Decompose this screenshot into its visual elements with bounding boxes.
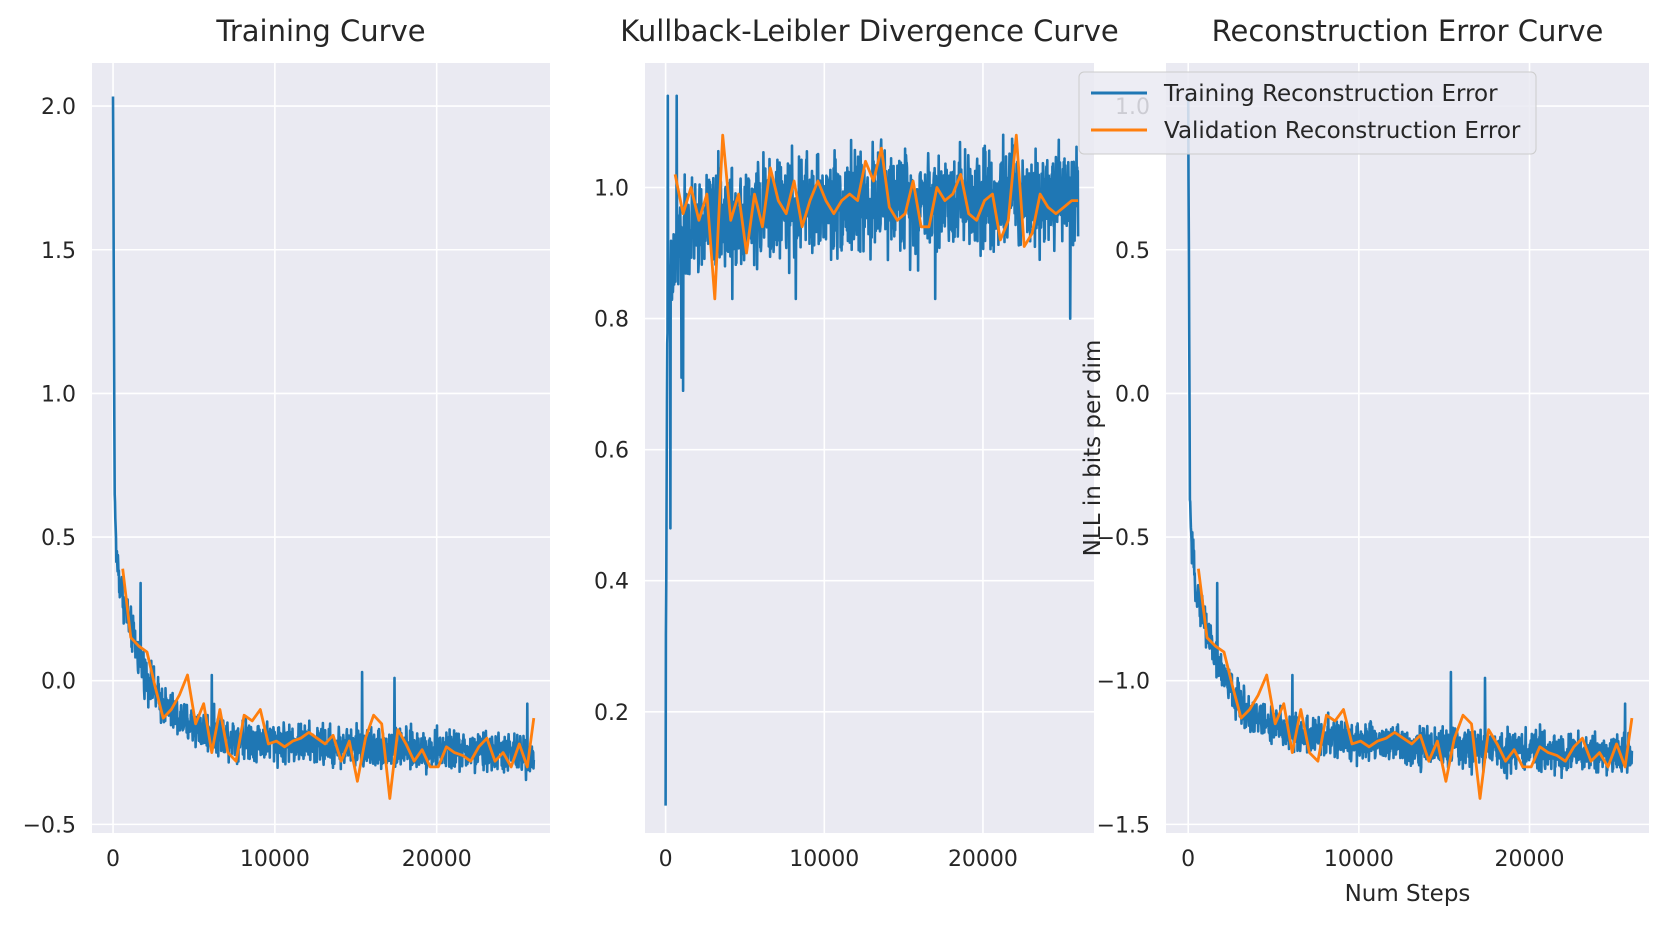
y-tick-label: −0.5 [23, 813, 76, 838]
y-tick-label: 0.6 [594, 439, 629, 464]
plot-background [1166, 63, 1649, 833]
x-axis-label: Num Steps [1345, 881, 1471, 907]
chart-title: Reconstruction Error Curve [1212, 14, 1604, 48]
x-tick-label: 20000 [1495, 847, 1565, 872]
plot-area [111, 96, 536, 800]
x-tick-label: 10000 [1324, 847, 1394, 872]
subplot-1: 0 10000 20000 −0.5 0.0 0.5 1.0 1.5 2.0 Training C… [23, 14, 550, 872]
legend-label-training: Training Reconstruction Error [1163, 81, 1498, 107]
y-tick-label: 0.5 [1115, 239, 1150, 264]
training-series-line [1186, 93, 1634, 780]
y-tick-label: 1.0 [594, 177, 629, 202]
x-tick-label: 10000 [240, 847, 310, 872]
chart-title: Kullback-Leibler Divergence Curve [620, 14, 1118, 48]
y-tick-label: −1.0 [1097, 670, 1150, 695]
subplot-3: 01000020000−1.5−1.0−0.50.00.51.0Reconstr… [1078, 14, 1649, 907]
y-tick-label: 0.5 [41, 526, 76, 551]
y-tick-label: −0.5 [1097, 526, 1150, 551]
y-axis-label: NLL in bits per dim [1080, 340, 1106, 557]
y-tick-label: −1.5 [1097, 813, 1150, 838]
training-series-line [664, 94, 1080, 806]
x-tick-label: 20000 [948, 847, 1018, 872]
x-tick-label: 0 [106, 847, 120, 872]
x-tick-label: 0 [1181, 847, 1195, 872]
plot-area [664, 94, 1080, 806]
legend-box [1078, 71, 1537, 155]
y-tick-label: 0.0 [41, 670, 76, 695]
legend-label-validation: Validation Reconstruction Error [1164, 118, 1521, 144]
plot-area [1186, 93, 1634, 800]
y-tick-label: 0.4 [594, 570, 629, 595]
y-tick-label: 0.2 [594, 701, 629, 726]
validation-series-line [673, 133, 1079, 301]
x-tick-label: 10000 [789, 847, 859, 872]
y-tick-label: 1.5 [41, 239, 76, 264]
legend: Training Reconstruction Error Validation … [1078, 71, 1537, 155]
y-tick-label: 0.0 [1115, 382, 1150, 407]
x-tick-label: 0 [659, 847, 673, 872]
subplot-2: 0 10000 20000 0.2 0.4 0.6 0.8 1.0 Kullback-Leibl… [594, 14, 1119, 872]
y-tick-label: 0.8 [594, 308, 629, 333]
y-tick-label: 2.0 [41, 95, 76, 120]
training-series-line [111, 96, 536, 782]
x-tick-label: 20000 [402, 847, 472, 872]
chart-title: Training Curve [215, 14, 425, 48]
validation-series-line [1197, 568, 1634, 800]
validation-series-line [121, 568, 536, 800]
y-tick-label: 1.0 [41, 382, 76, 407]
